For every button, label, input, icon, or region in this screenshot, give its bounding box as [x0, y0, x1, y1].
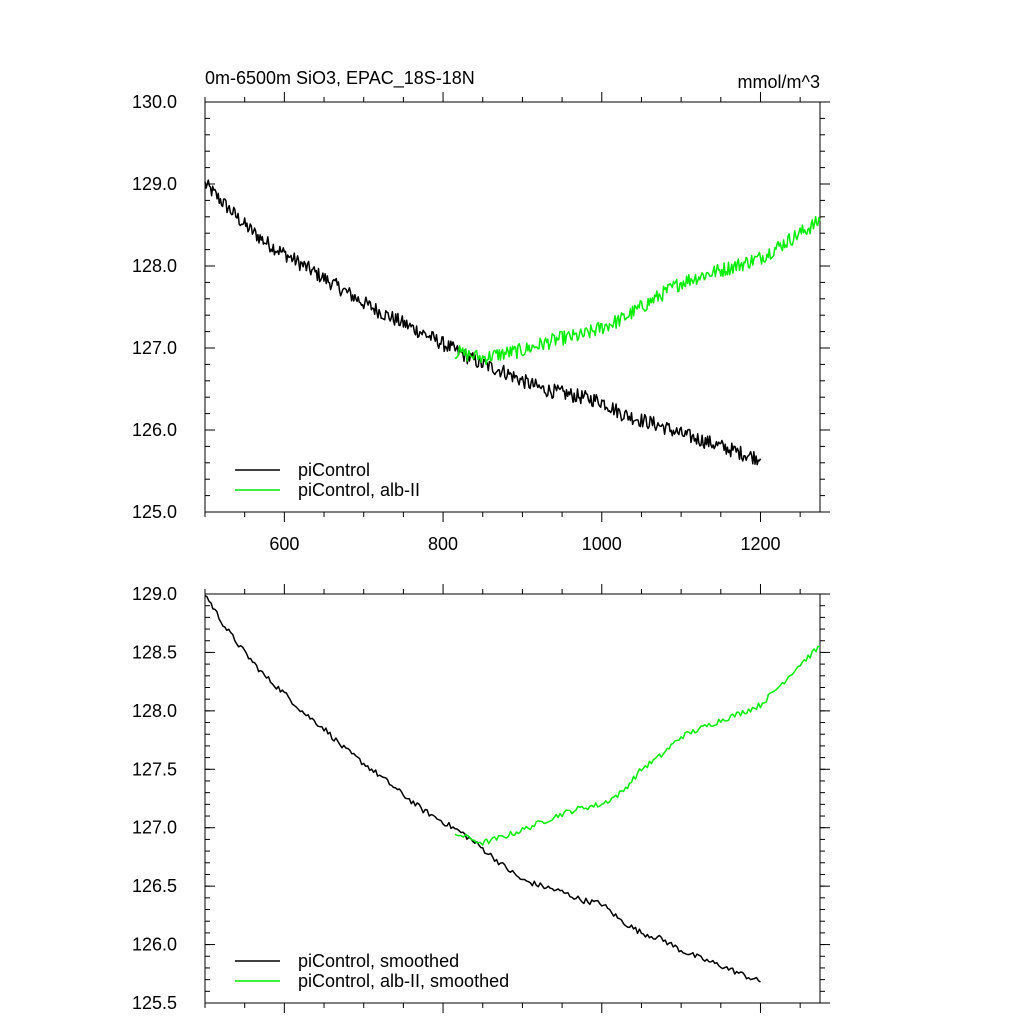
series-line-picontrol-alb-ii-smoothed [454, 645, 821, 846]
top-legend: piControl piControl, alb-II [235, 460, 420, 500]
y-tick-label: 127.5 [132, 759, 177, 779]
y-tick-label: 127.0 [132, 818, 177, 838]
bottom-ticks: 125.5 126.0 126.5 127.0 127.5 128.0 128.5 129.0 [132, 584, 830, 1013]
y-tick-label: 130.0 [132, 92, 177, 112]
x-tick-label: 1200 [740, 534, 780, 554]
series-line-picontrol-smoothed [204, 595, 761, 983]
top-panel: 600 800 1000 1200 125.0 126.0 127.0 128.0 129.0 1… [132, 68, 830, 554]
x-tick-label: 600 [269, 534, 299, 554]
y-tick-label: 126.5 [132, 876, 177, 896]
y-tick-label: 125.5 [132, 993, 177, 1013]
series-line-picontrol-alb-ii [454, 215, 821, 365]
top-ticks: 600 800 1000 1200 125.0 126.0 127.0 128.0 129.0 1… [132, 92, 830, 554]
chart-units: mmol/m^3 [738, 72, 820, 92]
top-plot-frame [204, 101, 821, 513]
y-tick-label: 126.0 [132, 420, 177, 440]
legend-label-picontrol: piControl [298, 460, 370, 480]
y-tick-label: 128.0 [132, 701, 177, 721]
legend-label-alb-ii: piControl, alb-II [298, 480, 420, 500]
bottom-panel: 125.5 126.0 126.5 127.0 127.5 128.0 128.5 129.0… [132, 584, 830, 1013]
y-tick-label: 125.0 [132, 502, 177, 522]
y-tick-label: 128.0 [132, 256, 177, 276]
series-line-picontrol [204, 179, 762, 466]
chart-title: 0m-6500m SiO3, EPAC_18S-18N [205, 68, 475, 89]
legend-label-picontrol-smoothed: piControl, smoothed [298, 951, 459, 971]
bottom-series-lines [204, 595, 821, 983]
y-tick-label: 129.0 [132, 174, 177, 194]
bottom-plot-frame [204, 593, 821, 1004]
bottom-legend: piControl, smoothed piControl, alb-II, s… [235, 951, 509, 991]
legend-label-alb-ii-smoothed: piControl, alb-II, smoothed [298, 971, 509, 991]
y-tick-label: 126.0 [132, 935, 177, 955]
x-tick-label: 1000 [582, 534, 622, 554]
y-tick-label: 128.5 [132, 642, 177, 662]
top-series-lines [204, 179, 821, 466]
x-tick-label: 800 [428, 534, 458, 554]
y-tick-label: 129.0 [132, 584, 177, 604]
y-tick-label: 127.0 [132, 338, 177, 358]
